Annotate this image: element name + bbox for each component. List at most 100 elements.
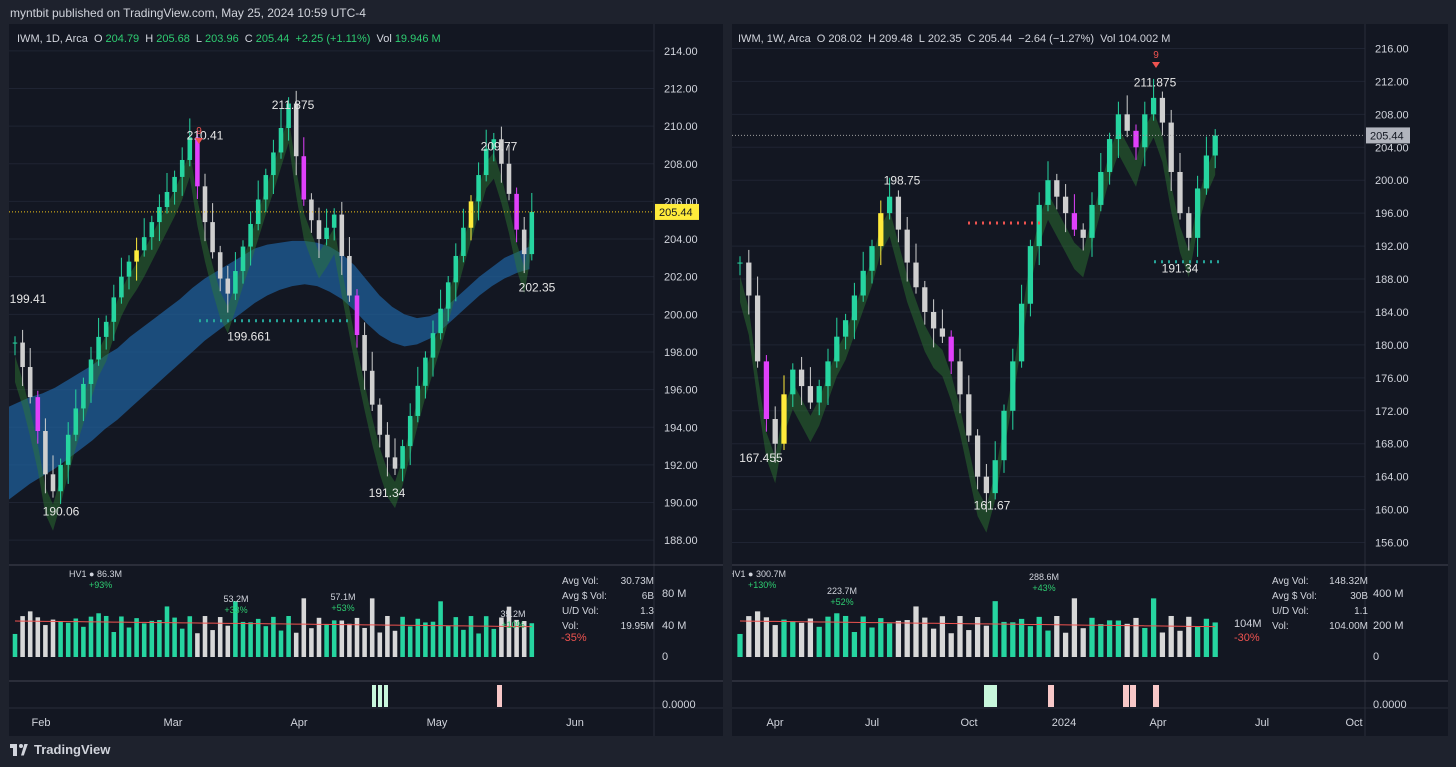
- y-tick-label: 188.00: [1375, 274, 1409, 286]
- stat-value: 148.32M: [1329, 576, 1368, 587]
- y-tick-label: 204.00: [1375, 142, 1409, 154]
- candle-body: [309, 199, 314, 221]
- stat-label: Avg $ Vol:: [1272, 591, 1317, 602]
- volume-bar: [834, 613, 840, 657]
- pivot-label: 209.77: [481, 140, 518, 154]
- pivot-label: 211.875: [272, 98, 315, 112]
- volume-bar: [187, 616, 193, 657]
- candle-body: [377, 404, 383, 435]
- daily-chart-panel[interactable]: 214.00 212.00 210.00 208.00 206.00 204.00 202.…: [5, 24, 723, 736]
- y-tick-label: 160.00: [1375, 505, 1409, 517]
- y-tick-label: 208.00: [664, 159, 698, 171]
- y-tick-label: 164.00: [1375, 472, 1409, 484]
- volume-bar: [225, 625, 231, 657]
- osc-tick-label: 0.0000: [662, 699, 696, 711]
- volume-bar: [438, 601, 443, 657]
- volume-bar: [974, 617, 981, 657]
- candle-body: [930, 311, 937, 329]
- candle-body: [506, 163, 512, 194]
- candle-body: [141, 237, 147, 251]
- candle-body: [12, 342, 18, 344]
- volume-bar: [377, 632, 383, 657]
- candle-body: [126, 261, 132, 277]
- pivot-label: 199.661: [227, 330, 271, 344]
- weekly-high: 209.48: [879, 33, 913, 45]
- volume-bar: [96, 613, 101, 657]
- vol-peak-label: 53.2M: [223, 594, 248, 604]
- volume-bar: [521, 621, 527, 657]
- x-tick-label: Mar: [164, 717, 183, 729]
- osc-bar: [497, 685, 502, 707]
- weekly-low: 202.35: [927, 33, 962, 45]
- x-tick-label: Apr: [1149, 717, 1166, 729]
- volume-bar: [763, 617, 770, 657]
- daily-change: +2.25 (+1.11%): [295, 33, 371, 45]
- vol-tick-label: 40 M: [662, 620, 686, 632]
- volume-bar: [430, 621, 436, 657]
- daily-low-label: L: [195, 33, 203, 45]
- last-price-tag: [1366, 127, 1410, 144]
- volume-bar: [195, 633, 200, 657]
- candle-body: [957, 361, 963, 395]
- volume-bar: [134, 618, 139, 657]
- candle-body: [807, 386, 814, 403]
- candle-body: [240, 246, 246, 272]
- candle-body: [798, 369, 805, 387]
- weekly-symbol: IWM, 1W, Arca: [738, 33, 811, 45]
- volume-bar: [354, 617, 360, 657]
- x-tick-label: May: [427, 717, 448, 729]
- weekly-chart-svg[interactable]: 216.00 212.00 208.00 204.00 200.00 196.00 192.…: [728, 24, 1448, 736]
- weekly-close-label: C: [967, 33, 976, 45]
- candle-body: [187, 137, 193, 160]
- candle-body: [111, 297, 117, 322]
- weekly-close: 205.44: [978, 33, 1013, 45]
- volume-bar: [309, 628, 314, 657]
- volume-bar: [35, 617, 41, 657]
- candle-body: [825, 361, 831, 387]
- stat-value: 1.3: [640, 606, 654, 617]
- candle-body: [195, 137, 200, 187]
- volume-bar: [255, 618, 261, 657]
- candle-body: [88, 359, 94, 384]
- weekly-chart-panel[interactable]: 216.00 212.00 208.00 204.00 200.00 196.00 192.…: [728, 24, 1448, 736]
- y-tick-label: 210.00: [664, 121, 698, 133]
- footer: TradingView: [10, 742, 110, 757]
- publish-info: myntbit published on TradingView.com, Ma…: [10, 6, 366, 20]
- vol-pct-label: -30%: [1234, 632, 1260, 644]
- vol-tick-label: 80 M: [662, 588, 686, 600]
- hv-pct: +130%: [748, 580, 776, 590]
- candle-body: [438, 308, 443, 334]
- volume-bar: [278, 630, 284, 657]
- volume-bar: [1089, 617, 1095, 657]
- candle-body: [842, 320, 849, 337]
- volume-bar: [453, 617, 459, 657]
- volume-bar: [172, 617, 177, 657]
- volume-bar: [798, 622, 805, 657]
- volume-bar: [476, 633, 481, 657]
- volume-bar: [851, 632, 858, 657]
- volume-bar: [461, 629, 466, 657]
- daily-vol-stats: Avg Vol: 30.73M Avg $ Vol: 6B U/D Vol: 1.3 …: [562, 576, 654, 636]
- candle-body: [781, 394, 787, 444]
- x-tick-label: Jul: [865, 717, 879, 729]
- volume-bar: [339, 620, 345, 657]
- volume-bar: [149, 620, 155, 657]
- candle-body: [922, 287, 928, 312]
- candle-body: [369, 370, 375, 405]
- daily-vol-label: Vol: [376, 33, 392, 45]
- daily-high-label: H: [145, 33, 154, 45]
- hv-label: HV1 ● 300.7M: [732, 569, 786, 579]
- pivot-label: 191.34: [369, 486, 406, 500]
- volume-bar: [966, 630, 972, 657]
- candle-body: [851, 295, 858, 321]
- volume-bar: [1071, 598, 1078, 657]
- weekly-open: 208.02: [828, 33, 863, 45]
- daily-chart-svg[interactable]: 214.00212.00210.00208.00206.00204.00202.…: [5, 24, 723, 736]
- last-price-tag: [655, 203, 699, 220]
- candle-body: [179, 159, 185, 177]
- stat-label: Vol:: [562, 621, 579, 632]
- weekly-vol: 104.002 M: [1118, 33, 1171, 45]
- volume-bar: [983, 625, 990, 657]
- volume-bar: [240, 621, 246, 657]
